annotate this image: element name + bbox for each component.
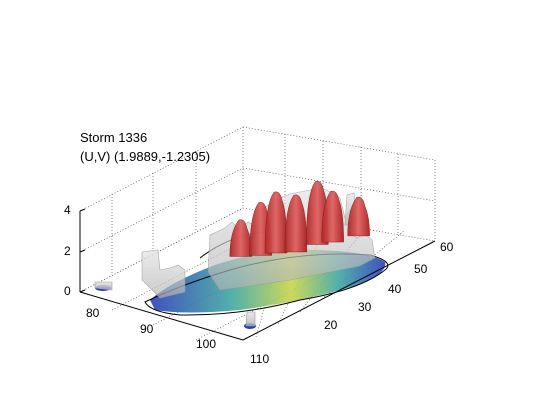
red-isosurface [229, 180, 370, 257]
y-tick-label: 20 [324, 318, 338, 332]
x-tick-label: 110 [250, 352, 270, 366]
red-peak [284, 194, 308, 253]
y-tick-label: 50 [414, 262, 428, 276]
y-tick-label: 40 [388, 282, 402, 296]
x-tick-label: 80 [86, 306, 100, 320]
red-peak [347, 196, 370, 237]
y-tick-label: 60 [440, 240, 454, 254]
red-peak [321, 190, 344, 243]
axes-frame [79, 208, 436, 341]
x-tick-label: 100 [196, 337, 217, 351]
z-tick-label: 4 [64, 203, 71, 217]
chart-title-line2: (U,V) (1.9889,-1.2305) [80, 149, 211, 164]
z-tick-label: 0 [64, 284, 71, 298]
y-tick-label: 30 [358, 300, 372, 314]
chart-title-line1: Storm 1336 [80, 130, 148, 145]
z-tick-label: 2 [64, 244, 71, 258]
x-tick-label: 90 [140, 322, 154, 336]
